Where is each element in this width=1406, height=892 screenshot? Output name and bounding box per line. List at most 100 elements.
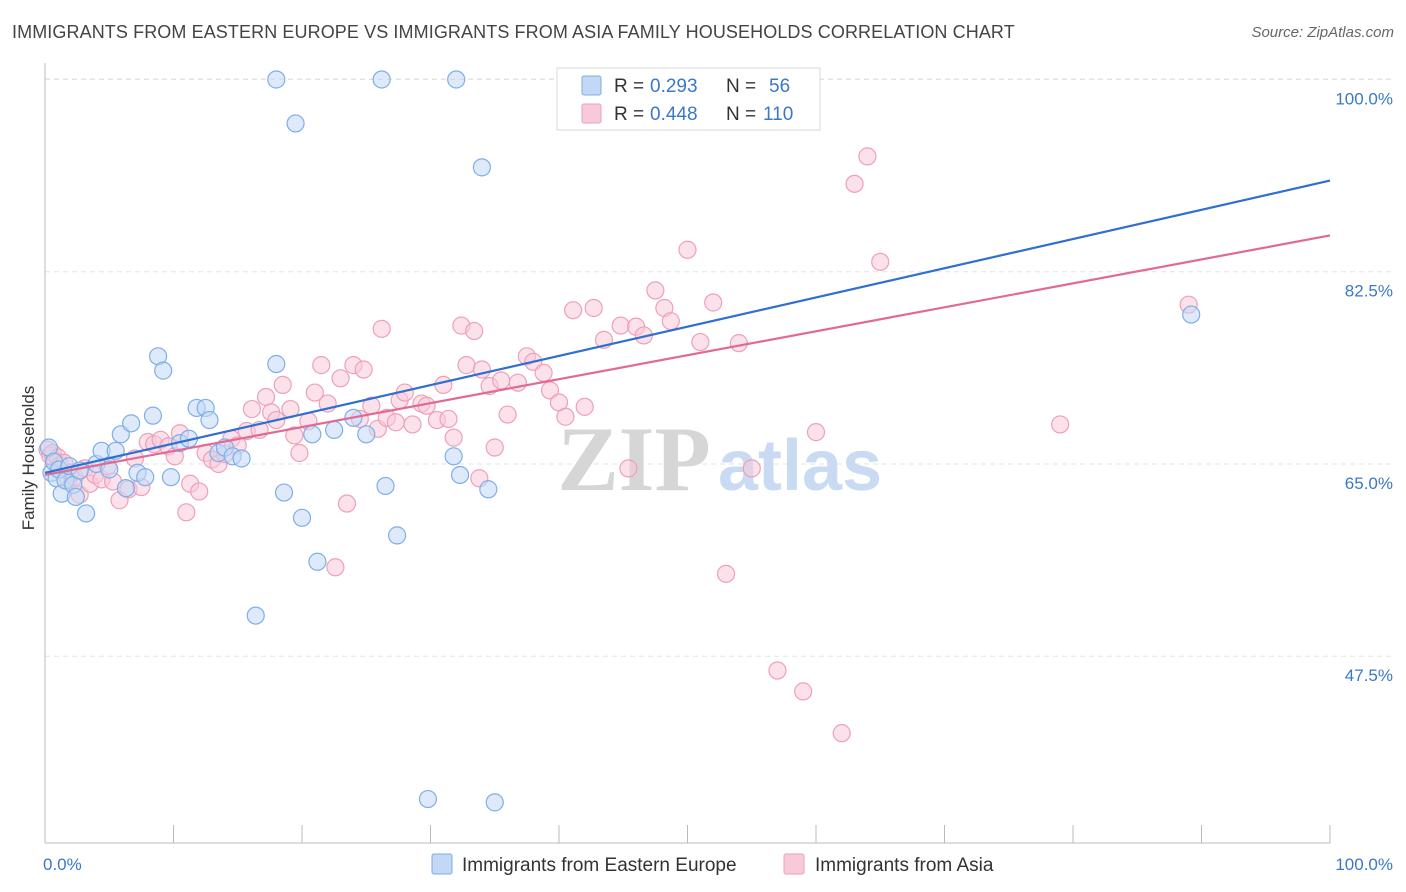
y-tick-label: 65.0% <box>1345 474 1393 493</box>
legend-n-value-blue: 56 <box>769 76 790 97</box>
point-asia <box>256 387 276 407</box>
point-asia <box>1051 415 1070 434</box>
legend-swatch-blue <box>581 75 602 96</box>
point-eastern-europe <box>447 70 466 89</box>
series-legend: Immigrants from Eastern Europe Immigrant… <box>431 853 994 876</box>
y-tick-label: 47.5% <box>1345 666 1393 685</box>
point-eastern-europe <box>1182 305 1201 324</box>
point-asia <box>190 482 209 501</box>
point-asia <box>273 375 292 394</box>
point-eastern-europe <box>286 114 305 133</box>
x-tick-label: 0.0% <box>43 855 82 874</box>
point-asia <box>871 252 890 271</box>
stats-legend: R = 0.293 N = 56 R = 0.448 N = 110 <box>556 67 821 131</box>
point-eastern-europe <box>325 420 344 440</box>
point-eastern-europe <box>100 460 119 479</box>
point-asia <box>492 371 511 390</box>
point-eastern-europe <box>121 414 141 433</box>
legend-n-value-pink: 110 <box>763 104 793 125</box>
point-eastern-europe <box>444 447 463 466</box>
tick-labels: 47.5% 65.0% 82.5% 100.0% 0.0% 100.0% <box>43 89 1393 874</box>
point-eastern-europe <box>372 70 391 89</box>
point-asia <box>337 494 357 513</box>
point-asia <box>661 312 680 331</box>
point-asia <box>485 438 504 457</box>
point-asia <box>556 407 575 426</box>
point-asia <box>354 360 373 379</box>
point-asia <box>742 459 761 478</box>
x-tick-label: 100.0% <box>1335 855 1393 874</box>
legend-n-label-pink: N = <box>726 104 756 125</box>
point-asia <box>845 174 864 193</box>
point-eastern-europe <box>357 425 376 444</box>
point-asia <box>305 383 324 402</box>
point-eastern-europe <box>232 449 251 468</box>
point-asia <box>386 413 405 432</box>
source-credit: Source: ZipAtlas.com <box>1251 24 1394 41</box>
legend-r-value-pink: 0.448 <box>650 104 698 125</box>
point-eastern-europe <box>267 354 286 374</box>
point-asia <box>465 321 484 341</box>
point-eastern-europe <box>77 504 96 523</box>
point-asia <box>716 564 736 583</box>
point-asia <box>290 443 309 463</box>
point-asia <box>564 301 583 320</box>
point-asia <box>691 332 710 352</box>
legend-swatch-pink <box>581 103 602 124</box>
point-eastern-europe <box>66 487 85 507</box>
y-tick-label: 82.5% <box>1345 282 1393 301</box>
point-asia <box>611 316 630 335</box>
legend-n-label-blue: N = <box>726 76 756 97</box>
point-asia <box>177 503 196 522</box>
point-asia <box>498 405 517 424</box>
point-eastern-europe <box>200 410 219 430</box>
point-eastern-europe <box>479 480 498 499</box>
point-eastern-europe <box>303 425 322 444</box>
point-eastern-europe <box>274 483 294 502</box>
point-asia <box>457 356 476 375</box>
point-asia <box>646 281 665 300</box>
trend-line-asia <box>44 234 1331 477</box>
y-axis-label: Family Households <box>19 386 38 531</box>
series-eastern-europe-points <box>39 70 1201 812</box>
series-legend-label-blue: Immigrants from Eastern Europe <box>462 855 737 876</box>
watermark-atlas: atlas <box>718 426 882 506</box>
point-asia <box>575 397 594 416</box>
series-legend-swatch-blue <box>431 853 453 875</box>
point-asia <box>858 147 877 166</box>
point-eastern-europe <box>161 468 181 487</box>
point-asia <box>285 426 304 445</box>
point-asia <box>312 356 331 375</box>
point-asia <box>439 409 458 429</box>
point-asia <box>434 375 453 394</box>
point-asia <box>584 298 603 318</box>
point-eastern-europe <box>418 789 438 809</box>
series-legend-label-pink: Immigrants from Asia <box>815 855 994 876</box>
point-eastern-europe <box>154 361 173 380</box>
legend-r-value-blue: 0.293 <box>650 76 698 97</box>
chart-title: IMMIGRANTS FROM EASTERN EUROPE VS IMMIGR… <box>12 22 1015 42</box>
point-eastern-europe <box>387 526 407 545</box>
point-eastern-europe <box>376 476 395 496</box>
point-asia <box>832 724 851 743</box>
point-eastern-europe <box>267 70 286 89</box>
zipatlas-watermark: ZIP atlas <box>557 408 882 510</box>
point-asia <box>704 293 723 312</box>
point-eastern-europe <box>450 465 470 485</box>
point-eastern-europe <box>472 158 491 177</box>
point-eastern-europe <box>246 606 265 625</box>
point-asia <box>331 369 350 388</box>
point-asia <box>794 682 813 701</box>
trend-line-eastern-europe <box>44 179 1331 474</box>
point-eastern-europe <box>136 468 155 487</box>
point-eastern-europe <box>116 479 136 498</box>
point-asia <box>403 415 422 434</box>
point-asia <box>768 661 787 680</box>
point-eastern-europe <box>292 508 312 527</box>
point-asia <box>678 240 697 259</box>
point-asia <box>806 423 826 442</box>
point-asia <box>326 558 345 577</box>
series-legend-swatch-pink <box>783 853 805 875</box>
point-asia <box>242 399 261 419</box>
